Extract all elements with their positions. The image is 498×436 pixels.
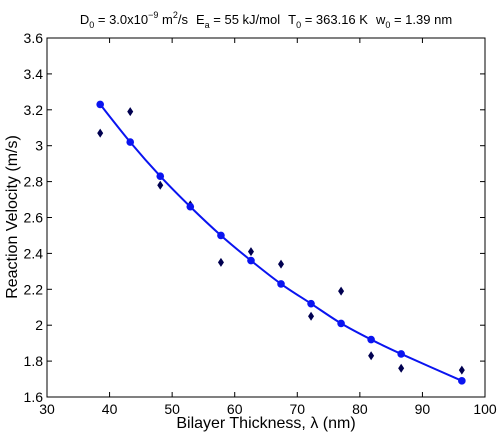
fit-point xyxy=(337,319,345,328)
data-point-diamond xyxy=(368,351,375,361)
title-t0-sub: 0 xyxy=(296,20,301,30)
fit-point xyxy=(367,335,375,344)
fit-point xyxy=(96,100,104,109)
fit-point xyxy=(156,172,165,181)
title-w0-sub: 0 xyxy=(385,20,390,30)
fit-point xyxy=(397,350,405,358)
y-tick-label: 3.6 xyxy=(24,30,44,46)
title-d0-unit-exp: 2 xyxy=(173,10,178,20)
plot-frame xyxy=(46,37,486,398)
title-ea-sub: a xyxy=(205,20,210,30)
y-tick-label: 2.2 xyxy=(24,281,44,297)
fit-point xyxy=(217,231,225,240)
data-point-diamond xyxy=(97,128,104,138)
x-tick-label: 80 xyxy=(352,401,368,417)
data-point-diamond xyxy=(247,247,254,257)
fit-point xyxy=(126,138,135,146)
title-d0-sub: 0 xyxy=(89,20,94,30)
x-tick-label: 60 xyxy=(227,401,243,417)
fit-point xyxy=(307,299,315,308)
fit-point xyxy=(277,280,285,288)
data-point-diamond xyxy=(278,259,285,269)
chart-title: D0 = 3.0x10−9 m2/s Ea = 55 kJ/mol T0 = 363… xyxy=(80,10,452,30)
y-tick-label: 2 xyxy=(35,317,43,333)
title-d0-value: = 3.0x10 xyxy=(94,12,148,27)
y-tick-label: 2.4 xyxy=(24,245,44,261)
y-tick-label: 2.8 xyxy=(24,174,44,190)
x-tick-label: 30 xyxy=(39,401,55,417)
x-tick-label: 40 xyxy=(102,401,118,417)
y-axis-label: Reaction Velocity (m/s) xyxy=(4,135,21,299)
axis-ticks: 30 40 50 60 70 80 90 100 1.6 1.8 2 2.2 2.4 2.6 2.8 3 3.2… xyxy=(24,30,497,417)
y-tick-label: 3.4 xyxy=(24,66,44,82)
y-tick-label: 1.6 xyxy=(24,389,44,405)
data-point-diamond xyxy=(217,257,224,267)
fit-point xyxy=(247,256,255,265)
data-point-diamond xyxy=(127,107,134,117)
title-d0-unit-tail: /s xyxy=(178,12,189,27)
data-point-diamond xyxy=(338,286,345,296)
title-w0-label: w xyxy=(375,12,386,27)
data-point-diamond xyxy=(458,365,465,375)
x-axis-label: Bilayer Thickness, λ (nm) xyxy=(176,415,355,432)
title-t0-value: = 363.16 K xyxy=(301,12,368,27)
y-tick-label: 3.2 xyxy=(24,102,44,118)
y-tick-label: 2.6 xyxy=(24,210,44,226)
y-tick-label: 1.8 xyxy=(24,353,44,369)
x-tick-label: 100 xyxy=(473,401,497,417)
title-ea-label: E xyxy=(196,12,205,27)
title-d0-exp: −9 xyxy=(148,10,158,20)
x-tick-label: 90 xyxy=(415,401,431,417)
title-w0-value: = 1.39 nm xyxy=(390,12,452,27)
title-ea-value: = 55 kJ/mol xyxy=(210,12,281,27)
title-t0-label: T xyxy=(288,12,296,27)
data-point-diamond xyxy=(398,363,405,373)
y-tick-label: 3 xyxy=(35,138,43,154)
fit-point xyxy=(186,202,195,211)
data-layer xyxy=(96,100,466,385)
data-point-diamond xyxy=(308,311,315,321)
x-tick-label: 70 xyxy=(289,401,305,417)
title-d0-label: D xyxy=(80,12,89,27)
fit-point xyxy=(458,377,466,385)
x-tick-label: 50 xyxy=(164,401,180,417)
title-d0-unit: m xyxy=(158,12,172,27)
fit-line xyxy=(99,103,463,382)
data-point-diamond xyxy=(157,180,164,190)
